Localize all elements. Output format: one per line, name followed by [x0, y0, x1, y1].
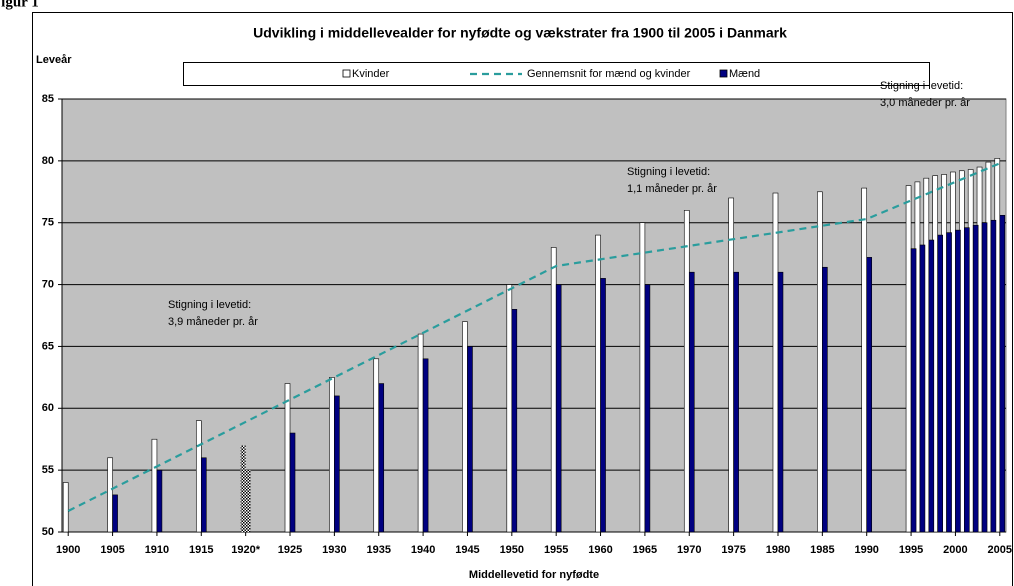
legend-swatch: [342, 69, 351, 78]
legend-label: Mænd: [729, 68, 760, 80]
y-tick-label: 75: [42, 217, 54, 229]
x-tick-label: 1935: [366, 544, 390, 556]
legend-box: [183, 62, 930, 86]
x-tick-label: 1940: [411, 544, 435, 556]
bar: [112, 494, 118, 533]
x-tick-label: 1965: [633, 544, 657, 556]
x-tick-label: 1950: [500, 544, 524, 556]
bar: [683, 210, 690, 533]
annotation: Stigning i levetid:: [627, 166, 710, 178]
x-tick-label: 1985: [810, 544, 834, 556]
x-tick-label: 1995: [899, 544, 923, 556]
bar: [861, 187, 868, 533]
y-tick-label: 80: [42, 155, 54, 167]
bar: [928, 239, 935, 533]
x-axis-label: Middellevetid for nyfødte: [469, 569, 599, 581]
annotation: 1,1 måneder pr. år: [627, 183, 717, 195]
annotation: 3,0 måneder pr. år: [880, 97, 970, 109]
bar: [329, 377, 335, 533]
bar: [777, 271, 784, 533]
bar: [245, 470, 251, 532]
bar: [62, 482, 69, 533]
chart-title: Udvikling i middellevealder for nyfødte …: [253, 25, 787, 41]
bar: [937, 234, 943, 533]
bar: [422, 358, 429, 533]
bar: [955, 229, 961, 533]
bar: [334, 395, 340, 533]
bar: [107, 457, 113, 533]
bar: [688, 271, 695, 533]
annotation: Stigning i levetid:: [168, 299, 251, 311]
bar: [289, 432, 296, 533]
y-tick-label: 55: [42, 464, 54, 476]
bar: [156, 469, 163, 533]
bar: [910, 248, 917, 533]
bar: [284, 383, 291, 533]
bar: [462, 321, 468, 533]
bar: [511, 309, 518, 533]
bar: [972, 224, 979, 533]
bar: [639, 222, 646, 533]
bar: [506, 284, 513, 533]
y-tick-label: 65: [42, 340, 54, 352]
bar: [822, 266, 828, 533]
legend-swatch: [719, 69, 728, 78]
bar: [905, 185, 912, 533]
y-tick-label: 85: [42, 93, 54, 105]
legend-label: Kvinder: [352, 68, 390, 80]
bar: [919, 244, 926, 533]
bar: [200, 457, 207, 533]
bar: [733, 271, 739, 533]
x-tick-label: 1925: [278, 544, 302, 556]
x-tick-label: 1920*: [231, 544, 260, 556]
annotation: Stigning i levetid:: [880, 80, 963, 92]
x-tick-label: 1930: [322, 544, 346, 556]
bar: [644, 284, 651, 533]
bar: [600, 278, 606, 533]
x-tick-label: 1975: [721, 544, 745, 556]
x-tick-label: 1980: [766, 544, 790, 556]
legend-label: Gennemsnit for mænd og kvinder: [527, 68, 691, 80]
x-tick-label: 1960: [588, 544, 612, 556]
x-tick-label: 2000: [943, 544, 967, 556]
bar: [240, 445, 246, 532]
bar: [467, 346, 473, 533]
bar: [550, 247, 557, 533]
bar: [964, 227, 970, 533]
bar: [555, 284, 562, 533]
x-tick-label: 1990: [854, 544, 878, 556]
bar: [728, 197, 734, 533]
y-tick-label: 50: [42, 526, 54, 538]
figure-label: Figur 1: [0, 0, 39, 10]
x-tick-label: 1900: [56, 544, 80, 556]
bar: [417, 333, 424, 533]
annotation: 3,9 måneder pr. år: [168, 316, 258, 328]
bar: [151, 438, 158, 533]
x-tick-label: 2005: [988, 544, 1012, 556]
y-axis-label: Leveår: [36, 54, 72, 66]
bar: [817, 191, 823, 533]
y-tick-label: 60: [42, 402, 54, 414]
bar: [990, 219, 997, 533]
bar: [772, 192, 779, 533]
y-tick-label: 70: [42, 278, 54, 290]
bar: [373, 358, 380, 533]
bar: [595, 234, 601, 533]
bar: [981, 222, 988, 533]
x-tick-label: 1910: [145, 544, 169, 556]
bar: [195, 420, 202, 533]
x-tick-label: 1915: [189, 544, 213, 556]
bar: [378, 383, 385, 533]
x-tick-label: 1955: [544, 544, 568, 556]
bar: [946, 232, 952, 533]
x-tick-label: 1970: [677, 544, 701, 556]
x-tick-label: 1945: [455, 544, 479, 556]
bar: [999, 214, 1006, 533]
x-tick-label: 1905: [100, 544, 124, 556]
bar: [866, 257, 873, 533]
